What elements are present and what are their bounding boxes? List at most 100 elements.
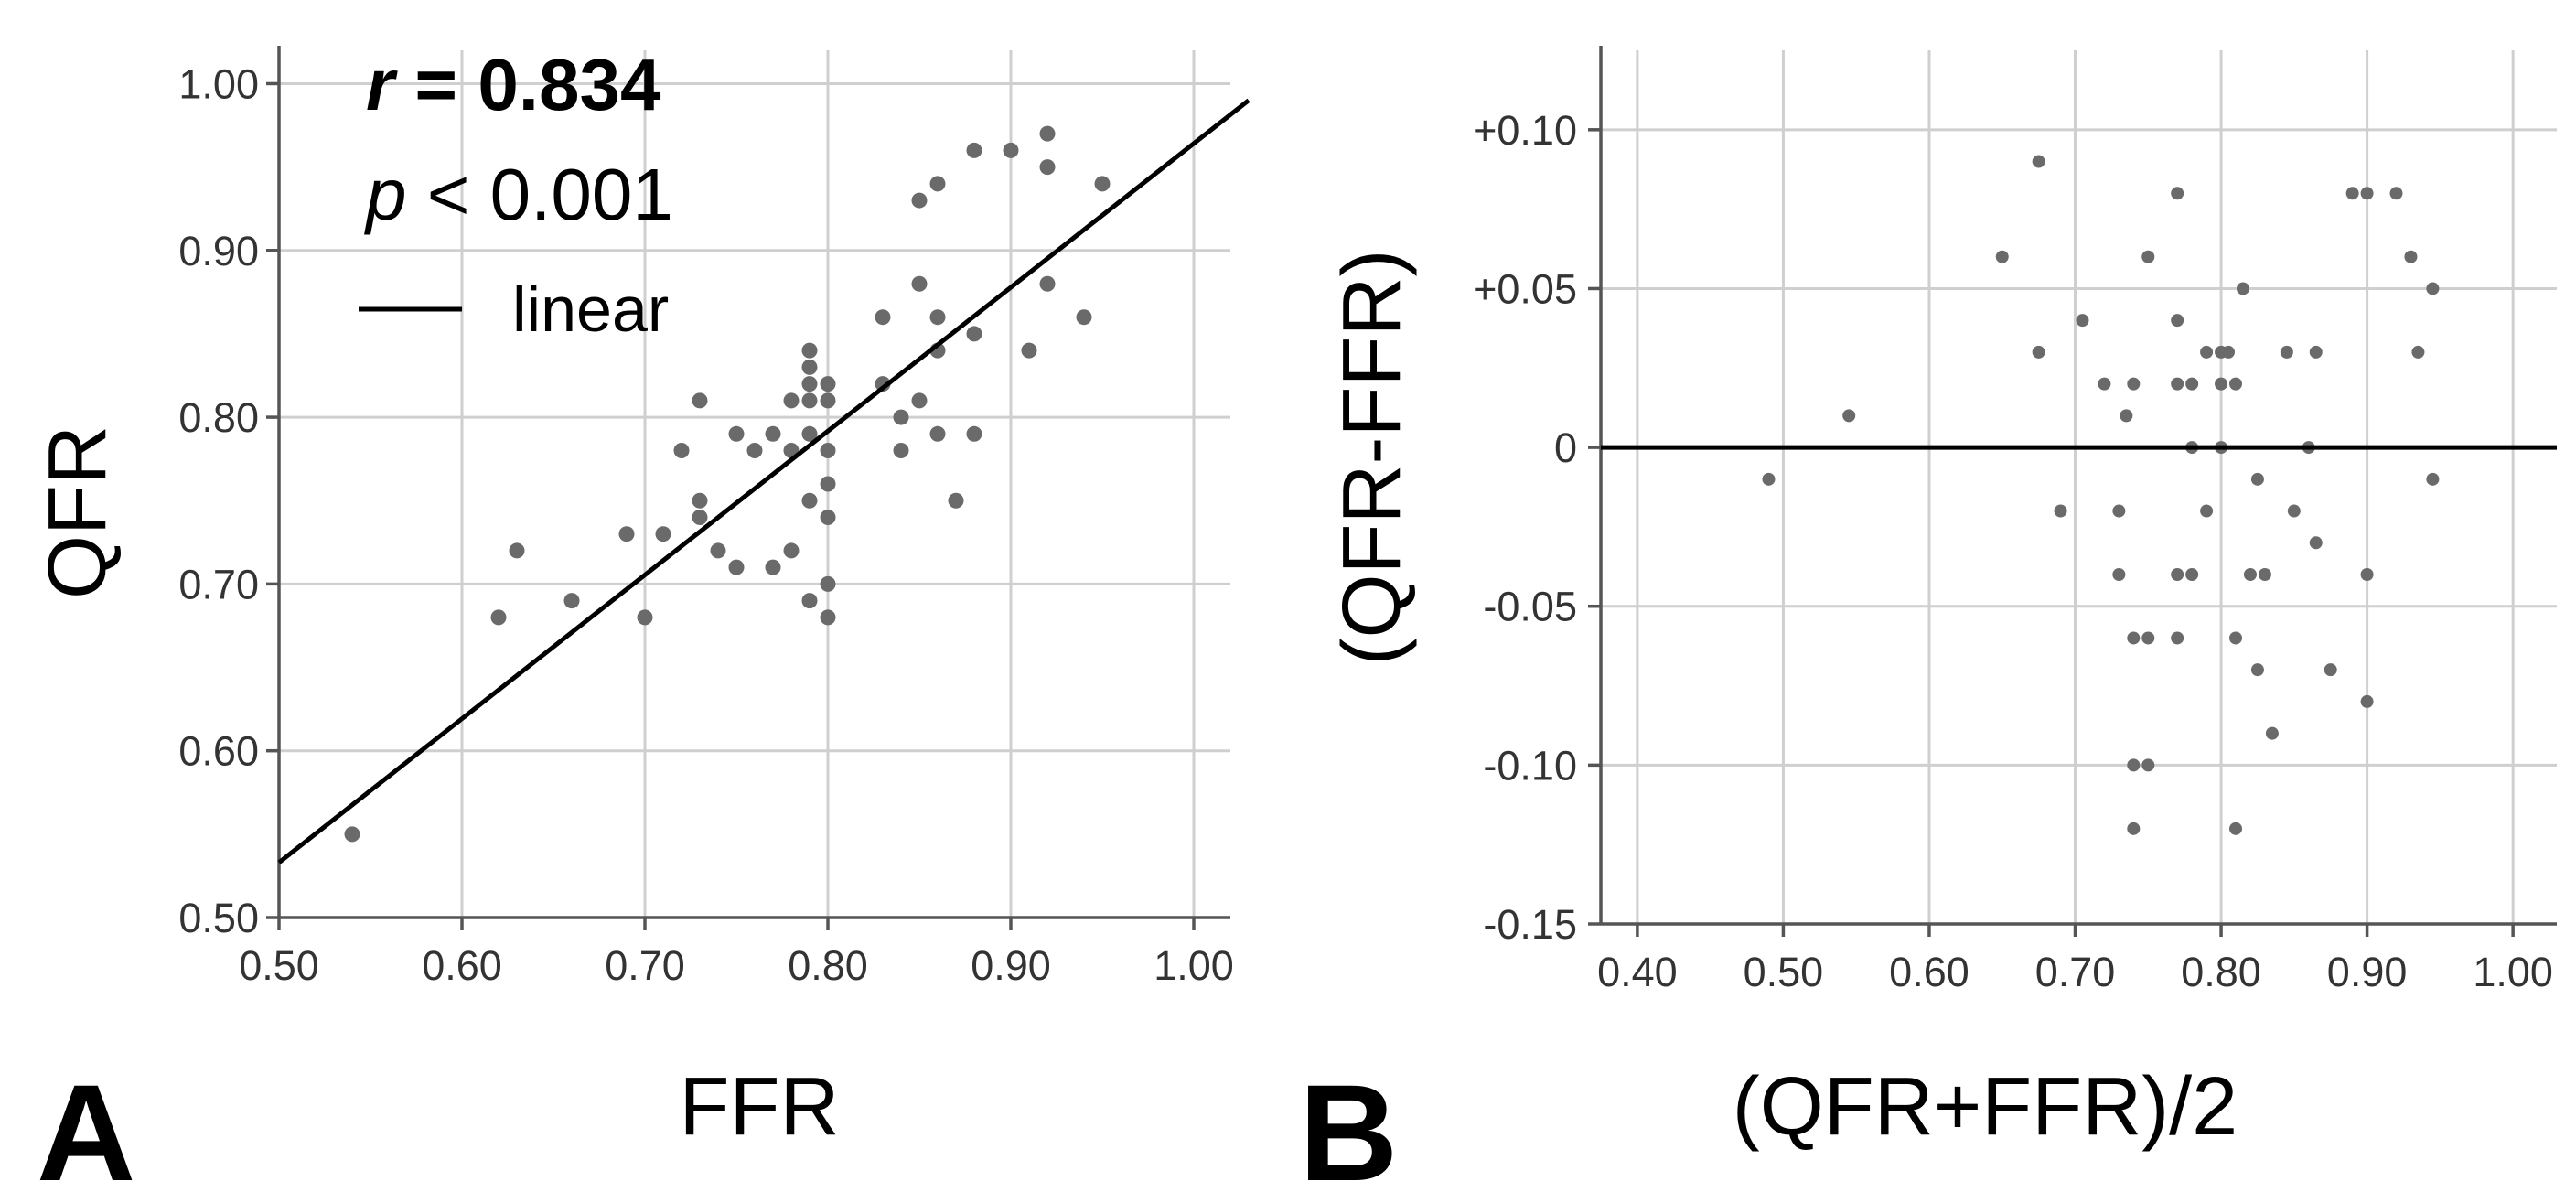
panel-b-y-tick-label: +0.10 [1473,107,1577,154]
panel-b-data-point [2411,345,2425,359]
panel-b-data-point [2141,631,2155,645]
panel-b-data-point [2200,504,2214,518]
panel-a-data-point [1094,176,1111,192]
panel-a-data-point [564,593,580,609]
panel-b-data-point [2229,822,2243,835]
panel-a-data-point [490,609,507,626]
panel-a-data-point [801,342,818,359]
panel-b-data-point [2324,663,2337,677]
panel-b-letter: B [1299,1056,1398,1192]
panel-a-x-tick-label: 0.60 [422,942,502,989]
panel-b-data-point [2229,631,2243,645]
panel-a-tick-labels: 0.50 0.60 0.70 0.80 0.90 1.00 0.50 0.60 0.70 0.80… [178,60,1233,989]
panel-a-data-point [893,443,909,459]
panel-a-data-point [911,275,928,292]
panel-b-data-point [1762,472,1776,486]
panel-b-data-point [2127,377,2141,391]
panel-b-data-point [2127,631,2141,645]
panel-a-data-point [710,542,726,559]
panel-b-y-tick-label: +0.05 [1473,265,1577,312]
panel-a-data-point [637,609,653,626]
panel-b-data-point [1842,409,1856,423]
panel-a-data-point [1039,159,1056,176]
panel-b-tick-labels: 0.40 0.50 0.60 0.70 0.80 0.90 1.00 +0.10 +0.05 0 -… [1473,107,2553,995]
panel-b-data-point [2141,250,2155,263]
panel-a-data-point [820,392,836,409]
panel-a-data-point [801,593,818,609]
panel-b-data-point [2076,314,2089,328]
panel-b-y-tick-label: -0.15 [1483,901,1577,948]
panel-b-x-axis-label: (QFR+FFR)/2 [1733,1061,2238,1153]
panel-b-data-point [2127,822,2141,835]
panel-a-data-point [875,309,891,326]
panel-b-data-point [2236,282,2249,295]
panel-a-data-point [692,492,708,509]
panel-b-x-tick-label: 1.00 [2473,949,2553,995]
panel-b-data-point [2258,568,2271,581]
panel-b-x-tick-label: 0.90 [2327,949,2408,995]
panel-b-data-point [2265,726,2279,740]
panel-a-y-axis-label: QFR [32,425,123,599]
panel-b-data-point [2309,345,2323,359]
panel-a-y-tick-label: 0.80 [178,394,259,441]
panel-b-axes [1599,46,2557,926]
panel-a-data-point [966,425,982,442]
panel-a-data-point [765,425,781,442]
panel-a-data-point [929,309,946,326]
panel-b-data-point [2404,250,2418,263]
panel-a-legend-label: linear [512,274,669,345]
panel-a-data-point [783,392,800,409]
panel-a-p-symbol: p [364,154,407,235]
panel-b-data-point [2185,377,2199,391]
panel-b-y-axis-label: (QFR-FFR) [1326,250,1418,666]
panel-b-data-point [2243,568,2257,581]
panel-b-data-point [2032,155,2045,168]
panel-b-x-tick-label: 0.60 [1889,949,1970,995]
panel-a-scatter-plot: 0.50 0.60 0.70 0.80 0.90 1.00 0.50 0.60 0.70 0.80… [32,44,1250,1192]
panel-a-data-point [1021,342,1037,359]
panel-b-data-point [2098,377,2111,391]
panel-a-y-tick-label: 0.90 [178,228,259,274]
panel-a-data-point [820,476,836,492]
panel-a-r-annotation: r = 0.834 [366,44,661,125]
panel-a-x-tick-label: 0.50 [239,942,319,989]
panel-a-data-point [673,443,690,459]
panel-b-y-tick-label: -0.10 [1483,742,1577,789]
panel-b-data-point [2171,568,2184,581]
panel-b-data-point [2127,758,2141,772]
panel-a-data-point [801,492,818,509]
panel-a-data-point [344,826,360,843]
panel-b-data-point [2426,282,2440,295]
panel-a-data-point [820,443,836,459]
panel-b-data-point [2250,472,2264,486]
panel-a-data-point [509,542,525,559]
panel-a-data-point [820,609,836,626]
panel-b-data-point [2229,377,2243,391]
panel-a-data-point [820,509,836,525]
panel-b-bland-altman-plot: 0.40 0.50 0.60 0.70 0.80 0.90 1.00 +0.10 +0.05 0 -… [1299,46,2557,1192]
panel-b-data-point [2426,472,2440,486]
panel-a-data-point [893,409,909,425]
panel-b-x-tick-label: 0.70 [2035,949,2116,995]
panel-a-data-points [344,125,1111,843]
panel-b-data-point [2112,568,2126,581]
panel-b-data-point [2280,345,2293,359]
panel-a-data-point [765,559,781,575]
panel-b-data-point [2389,187,2403,200]
panel-a-data-point [801,359,818,375]
panel-a-data-point [820,575,836,592]
panel-b-data-point [2309,536,2323,550]
panel-b-data-points [1762,155,2440,835]
panel-b-gridlines [1588,50,2557,937]
panel-b-data-point [2171,631,2184,645]
panel-a-y-tick-label: 0.70 [178,561,259,607]
panel-a-data-point [911,192,928,209]
panel-b-data-point [2360,568,2374,581]
panel-a-data-point [801,392,818,409]
panel-a-axes [277,46,1230,919]
panel-b-data-point [2171,187,2184,200]
panel-b-data-point [2287,504,2301,518]
panel-b-x-tick-label: 0.50 [1744,949,1824,995]
panel-a-data-point [929,176,946,192]
